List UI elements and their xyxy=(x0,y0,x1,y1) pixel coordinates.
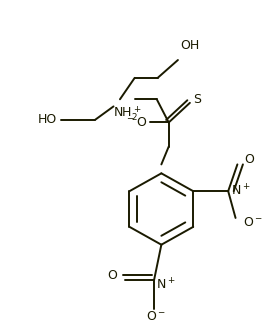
Text: OH: OH xyxy=(181,39,200,52)
Text: N$^+$: N$^+$ xyxy=(156,277,175,293)
Text: O$^-$: O$^-$ xyxy=(243,216,263,229)
Text: N$^+$: N$^+$ xyxy=(231,183,250,199)
Text: NH$_2^+$: NH$_2^+$ xyxy=(113,104,141,123)
Text: O: O xyxy=(245,153,255,166)
Text: O$^-$: O$^-$ xyxy=(146,310,166,322)
Text: HO: HO xyxy=(38,113,57,126)
Text: S: S xyxy=(194,93,201,106)
Text: O: O xyxy=(107,269,117,283)
Text: $^-$O: $^-$O xyxy=(125,116,148,129)
